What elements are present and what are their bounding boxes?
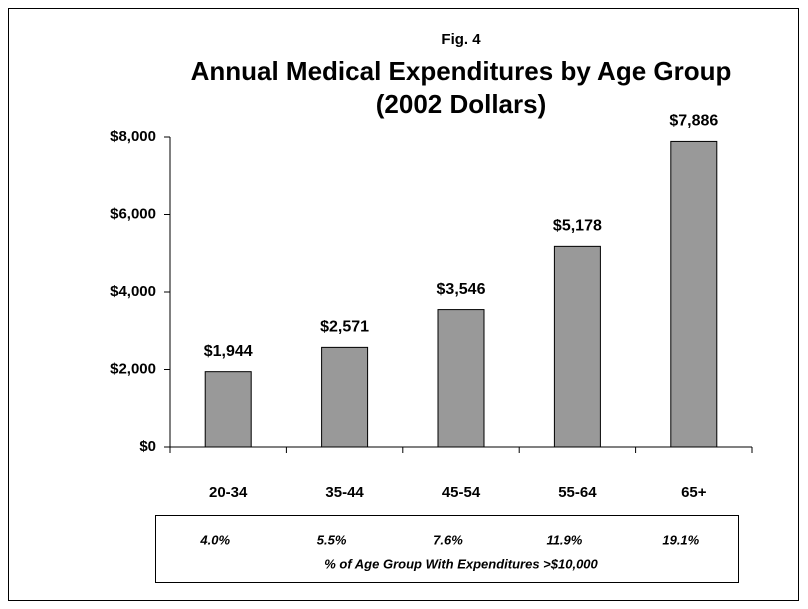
y-tick-label: $4,000: [110, 283, 156, 300]
chart-frame: [8, 8, 799, 601]
bar: [670, 140, 718, 448]
chart-subtitle: (2002 Dollars): [376, 89, 547, 119]
value-label: $3,546: [437, 281, 486, 298]
table-cell: 7.6%: [433, 532, 463, 547]
x-tick-label: 65+: [681, 484, 707, 501]
table-caption: % of Age Group With Expenditures >$10,00…: [324, 556, 598, 571]
table-cell: 11.9%: [546, 532, 582, 547]
figure-label: Fig. 4: [441, 31, 481, 48]
y-tick-label: $2,000: [110, 360, 156, 377]
table-cell: 4.0%: [199, 532, 230, 547]
x-tick-label: 35-44: [325, 484, 364, 501]
value-label: $7,886: [669, 113, 718, 130]
x-tick-label: 20-34: [209, 484, 248, 501]
table-cell: 19.1%: [662, 532, 699, 547]
value-label: $1,944: [204, 343, 253, 360]
value-label: $2,571: [320, 319, 369, 336]
table-box: [155, 515, 739, 583]
y-tick-label: $6,000: [110, 205, 156, 222]
table-cell: 5.5%: [317, 532, 347, 547]
bar: [321, 346, 369, 448]
x-tick-label: 55-64: [558, 484, 597, 501]
y-tick-label: $8,000: [110, 128, 156, 145]
bar: [204, 371, 252, 448]
y-tick-label: $0: [139, 438, 156, 455]
value-label: $5,178: [553, 218, 602, 235]
bar: [553, 245, 601, 448]
x-tick-label: 45-54: [442, 484, 481, 501]
bar: [437, 309, 485, 448]
chart-title: Annual Medical Expenditures by Age Group: [191, 56, 732, 86]
